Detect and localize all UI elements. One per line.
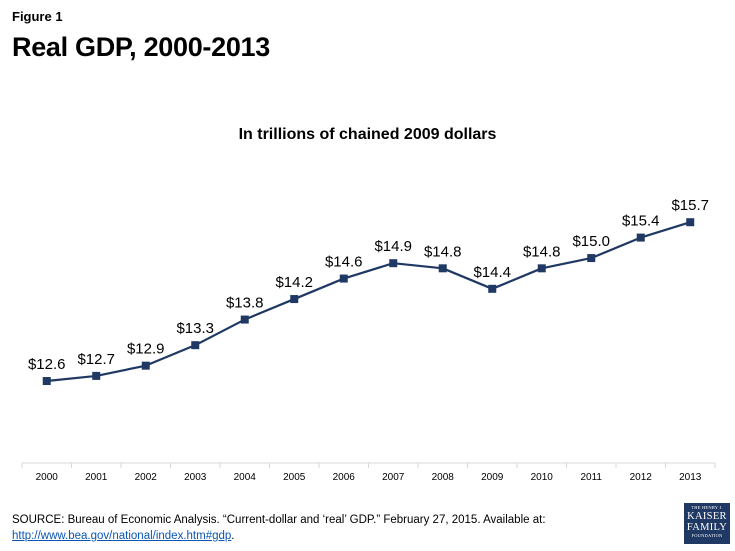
data-label: $14.8 — [523, 243, 561, 260]
x-tick-label: 2009 — [481, 472, 504, 483]
data-label: $14.9 — [374, 238, 412, 255]
source-note: SOURCE: Bureau of Economic Analysis. “Cu… — [12, 512, 632, 544]
data-point — [339, 274, 348, 283]
data-label: $14.6 — [325, 254, 363, 271]
data-point — [42, 377, 51, 386]
x-tick-label: 2004 — [234, 472, 257, 483]
data-point — [92, 371, 101, 380]
data-label: $13.8 — [226, 295, 264, 312]
x-tick-label: 2007 — [382, 472, 405, 483]
data-label: $12.9 — [127, 341, 165, 358]
data-label: $15.4 — [622, 213, 660, 230]
figure-label: Figure 1 — [12, 9, 63, 24]
data-point — [240, 315, 249, 324]
data-label: $12.6 — [28, 356, 66, 373]
page-title: Real GDP, 2000-2013 — [12, 32, 270, 62]
data-label: $14.4 — [473, 264, 511, 281]
data-point — [290, 295, 299, 304]
logo-line-3: FAMILY — [686, 522, 728, 533]
source-text: SOURCE: Bureau of Economic Analysis. “Cu… — [12, 514, 546, 526]
data-label: $15.0 — [572, 233, 610, 250]
x-tick-label: 2010 — [531, 472, 554, 483]
data-point — [191, 341, 200, 350]
data-label: $15.7 — [671, 197, 709, 214]
data-point — [587, 254, 596, 263]
x-tick-label: 2008 — [432, 472, 455, 483]
chart-subtitle: In trillions of chained 2009 dollars — [238, 126, 497, 143]
data-point — [636, 233, 645, 242]
x-tick-label: 2005 — [283, 472, 306, 483]
x-tick-label: 2000 — [36, 472, 59, 483]
data-point — [686, 218, 695, 227]
x-tick-label: 2011 — [580, 472, 602, 483]
source-link[interactable]: http://www.bea.gov/national/index.htm#gd… — [12, 530, 232, 542]
x-tick-label: 2013 — [679, 472, 702, 483]
data-label: $12.7 — [77, 351, 115, 368]
data-point — [141, 361, 150, 370]
x-tick-label: 2001 — [85, 472, 108, 483]
x-tick-label: 2012 — [630, 472, 653, 483]
data-point — [537, 264, 546, 273]
data-point — [488, 284, 497, 293]
data-point — [438, 264, 447, 273]
x-tick-label: 2002 — [135, 472, 158, 483]
data-point — [389, 259, 398, 268]
logo-line-1: THE HENRY J. — [691, 505, 723, 510]
x-tick-label: 2006 — [333, 472, 356, 483]
x-tick-label: 2003 — [184, 472, 207, 483]
gdp-line-chart: 2000 2001 2002 2003 2004 2005 2006 2007 2008 2009… — [21, 197, 716, 483]
data-label: $14.8 — [424, 243, 462, 260]
data-label: $14.2 — [275, 274, 313, 291]
logo-line-2: KAISER — [687, 511, 727, 522]
kff-logo: THE HENRY J. KAISER FAMILY FOUNDATION — [684, 503, 730, 544]
data-label: $13.3 — [176, 320, 214, 337]
source-end: . — [231, 530, 235, 542]
series-line — [46, 221, 691, 383]
logo-line-4: FOUNDATION — [691, 533, 723, 538]
